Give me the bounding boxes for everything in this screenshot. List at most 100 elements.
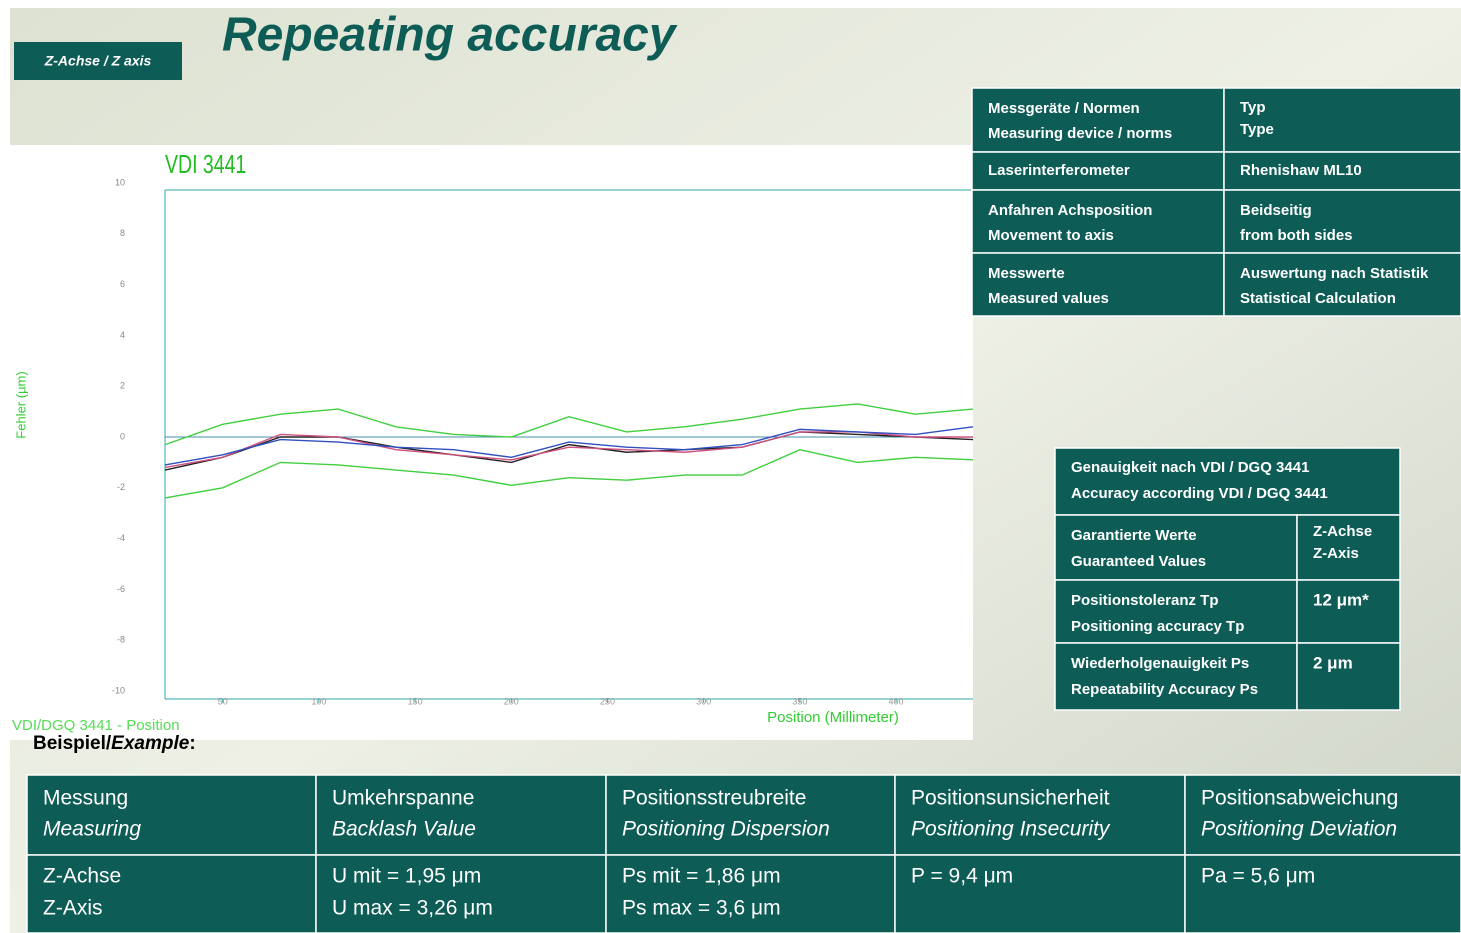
- table-cell: [1054, 514, 1298, 581]
- x-tick-label: 300: [696, 696, 711, 706]
- y-tick-label: -2: [117, 482, 125, 492]
- y-tick-label: 4: [120, 330, 125, 340]
- example-de: Beispiel/: [33, 733, 112, 754]
- cell-text: Backlash Value: [332, 818, 476, 841]
- table-cell: [605, 774, 896, 856]
- cell-text: U max = 3,26 μm: [332, 897, 493, 920]
- x-axis-label: Position (Millimeter): [767, 709, 899, 726]
- chart-footer: VDI/DGQ 3441 - Position: [12, 717, 180, 734]
- cell-text: P = 9,4 μm: [911, 865, 1013, 888]
- table-cell: [971, 189, 1225, 254]
- cell-text: Measuring: [43, 818, 141, 841]
- table-cell: [1223, 151, 1461, 191]
- cell-text: Guaranteed Values: [1071, 553, 1206, 570]
- cell-text: 12 μm*: [1313, 590, 1369, 609]
- x-tick-label: 150: [408, 696, 423, 706]
- table-cell: [26, 854, 317, 933]
- x-tick-label: 400: [889, 696, 904, 706]
- cell-text: Positioning Deviation: [1201, 818, 1397, 841]
- y-tick-label: 0: [120, 431, 125, 441]
- cell-text: Statistical Calculation: [1240, 290, 1396, 307]
- y-tick-label: -10: [112, 685, 125, 695]
- cell-text: Z-Achse: [43, 865, 121, 888]
- cell-text: Z-Achse: [1313, 523, 1372, 540]
- table-cell: [971, 87, 1225, 153]
- cell-text: Rhenishaw ML10: [1240, 162, 1362, 179]
- cell-text: Laserinterferometer: [988, 162, 1130, 179]
- cell-text: Messwerte: [988, 265, 1065, 282]
- cell-text: Positioning accuracy Tp: [1071, 618, 1244, 635]
- series-line: [164, 426, 974, 466]
- table-cell: [971, 252, 1225, 317]
- cell-text: Messung: [43, 787, 128, 810]
- x-tick-label: 200: [504, 696, 519, 706]
- cell-text: Positioning Insecurity: [911, 818, 1111, 841]
- cell-text: Auswertung nach Statistik: [1240, 265, 1429, 282]
- example-label: Beispiel/Example:: [33, 733, 196, 754]
- y-tick-label: 10: [115, 177, 125, 187]
- cell-text: Z-Axis: [1313, 545, 1359, 562]
- y-tick-label: 6: [120, 279, 125, 289]
- y-axis-label: Fehler (µm): [13, 371, 28, 438]
- cell-text: from both sides: [1240, 227, 1353, 244]
- table-cell: [1054, 447, 1401, 516]
- table-cell: [1296, 579, 1401, 644]
- cell-text: U mit = 1,95 μm: [332, 865, 481, 888]
- table-cell: [26, 774, 317, 856]
- cell-text: Measured values: [988, 290, 1109, 307]
- cell-text: Messgeräte / Normen: [988, 100, 1140, 117]
- series-line: [164, 431, 974, 471]
- series-line: [164, 448, 974, 499]
- cell-text: Wiederholgenauigkeit Ps: [1071, 655, 1249, 672]
- table-cell: [1054, 579, 1298, 644]
- table-cell: [894, 774, 1186, 856]
- table-cell: [315, 854, 607, 933]
- x-tick-label: 50: [218, 696, 228, 706]
- cell-text: Anfahren Achsposition: [988, 202, 1152, 219]
- table-cell: [1223, 189, 1461, 254]
- cell-text: Umkehrspanne: [332, 787, 474, 810]
- table-cell: [315, 774, 607, 856]
- chart-title: VDI 3441: [165, 149, 246, 178]
- cell-text: Positionstoleranz Tp: [1071, 592, 1219, 609]
- y-tick-label: 2: [120, 381, 125, 391]
- example-en: Example: [111, 733, 190, 754]
- table-cell: [894, 854, 1186, 933]
- table-cell: [1184, 854, 1461, 933]
- title: Repeating accuracy: [222, 9, 678, 62]
- cell-text: Repeatability Accuracy Ps: [1071, 681, 1258, 698]
- cell-text: Garantierte Werte: [1071, 527, 1197, 544]
- table-cell: [1223, 252, 1461, 317]
- cell-text: Ps max = 3,6 μm: [622, 897, 781, 920]
- cell-text: Pa = 5,6 μm: [1201, 865, 1315, 888]
- table-cell: [1223, 87, 1461, 153]
- example-colon: :: [189, 733, 195, 754]
- cell-text: Beidseitig: [1240, 202, 1312, 219]
- cell-text: Positionsabweichung: [1201, 787, 1398, 810]
- table-cell: [1296, 514, 1401, 581]
- y-tick-label: 8: [120, 228, 125, 238]
- cell-text: Type: [1240, 121, 1274, 138]
- cell-text: 2 μm: [1313, 653, 1353, 672]
- series-line: [164, 403, 974, 446]
- x-tick-label: 250: [600, 696, 615, 706]
- x-tick-label: 100: [311, 696, 326, 706]
- table-cell: [1054, 642, 1298, 711]
- cell-text: Ps mit = 1,86 μm: [622, 865, 781, 888]
- badge-box: [14, 42, 182, 80]
- cell-text: Accuracy according VDI / DGQ 3441: [1071, 485, 1328, 502]
- x-tick-label: 350: [792, 696, 807, 706]
- y-tick-label: -8: [117, 635, 125, 645]
- cell-text: Genauigkeit nach VDI / DGQ 3441: [1071, 459, 1309, 476]
- cell-text: Typ: [1240, 99, 1266, 116]
- cell-text: Measuring device / norms: [988, 125, 1172, 142]
- badge: Z-Achse / Z axis: [44, 53, 152, 69]
- cell-text: Z-Axis: [43, 897, 103, 920]
- y-tick-label: -4: [117, 533, 125, 543]
- chart-area: [10, 145, 973, 740]
- cell-text: Positionsunsicherheit: [911, 787, 1110, 810]
- cell-text: Positionsstreubreite: [622, 787, 806, 810]
- cell-text: Movement to axis: [988, 227, 1114, 244]
- table-cell: [605, 854, 896, 933]
